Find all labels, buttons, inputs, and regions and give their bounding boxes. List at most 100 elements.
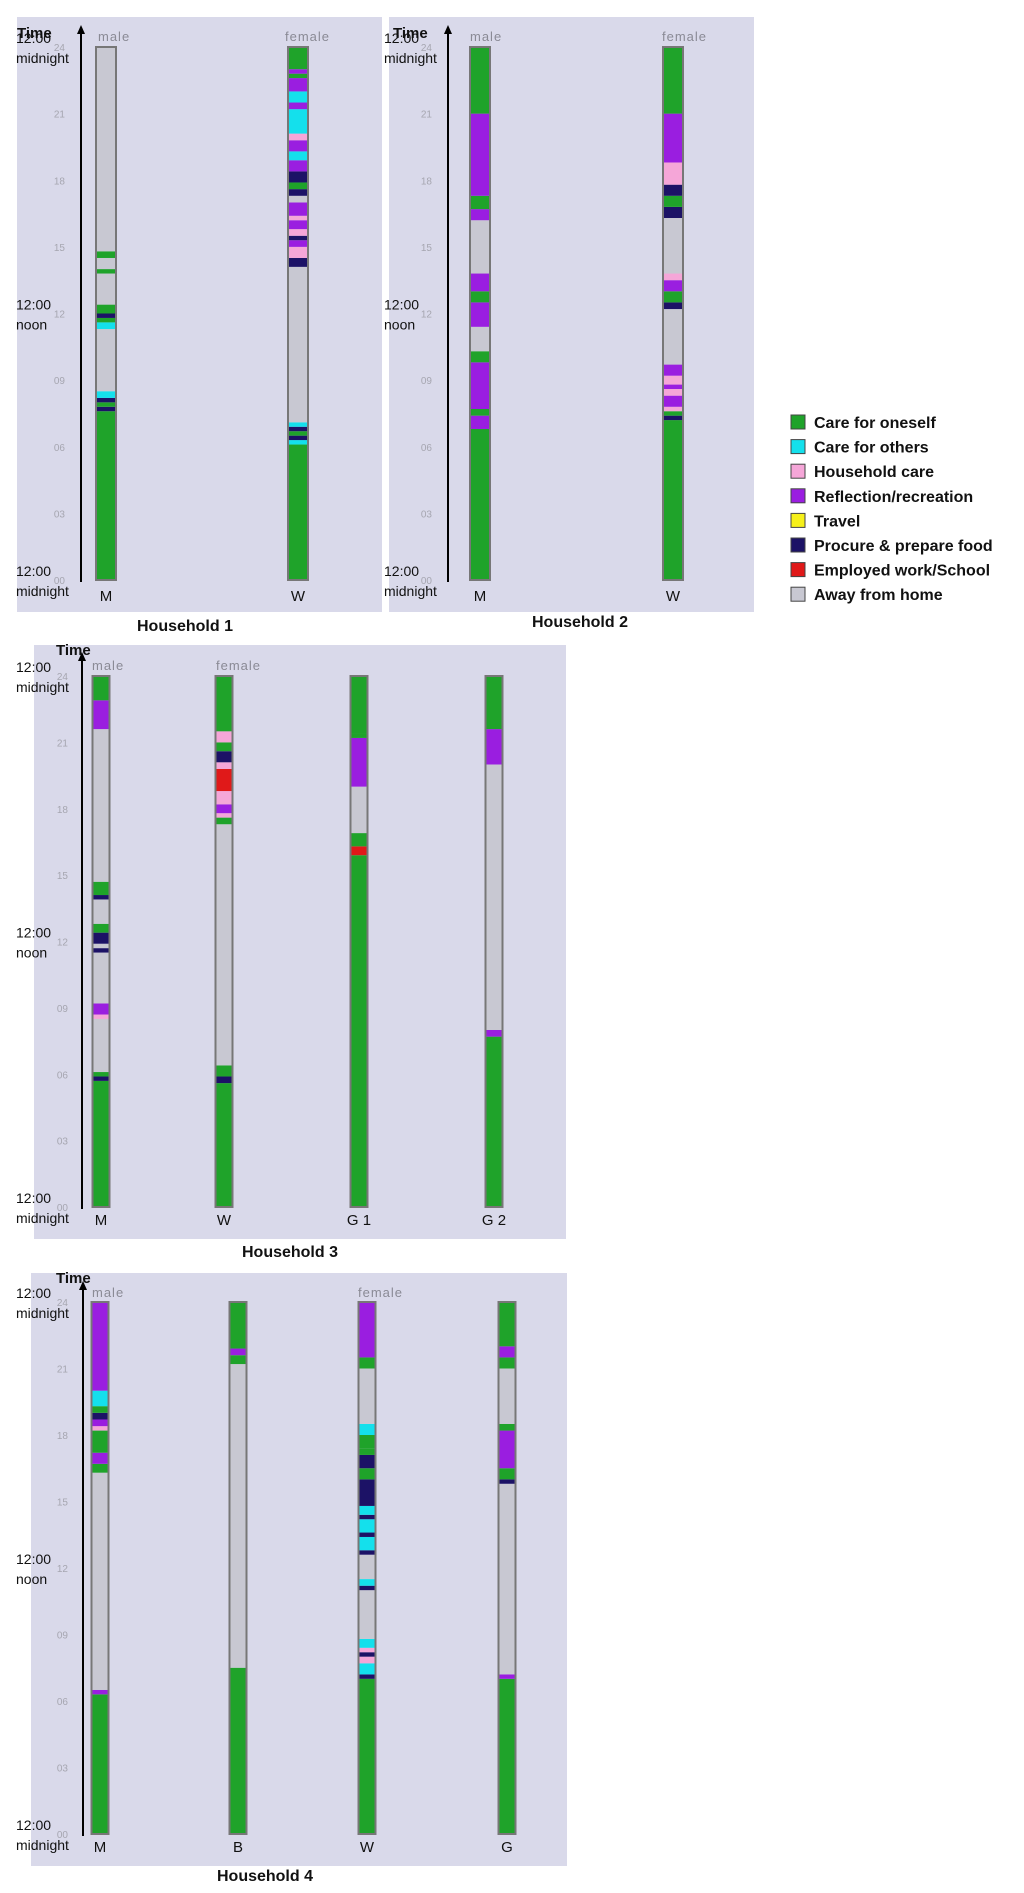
segment-care-self xyxy=(92,923,110,933)
time-reference-label: 12:00 xyxy=(16,30,51,46)
segment-care-self xyxy=(663,291,683,303)
member-bar-w xyxy=(287,46,309,581)
segment-recreation xyxy=(470,415,490,429)
tick-label: 03 xyxy=(421,509,433,520)
segment-care-self xyxy=(663,420,683,580)
segment-food xyxy=(663,206,683,219)
segment-away xyxy=(498,1483,516,1675)
tick-label: 12 xyxy=(421,310,433,321)
segment-care-self xyxy=(358,1448,376,1455)
segment-food xyxy=(358,1674,376,1679)
tick-label: 00 xyxy=(421,576,433,587)
segment-away xyxy=(92,729,110,882)
segment-care-self xyxy=(498,1423,516,1431)
segment-care-self xyxy=(288,431,308,436)
segment-care-self xyxy=(350,733,368,738)
segment-recreation xyxy=(470,362,490,409)
segment-care-self xyxy=(663,195,683,207)
segment-away xyxy=(358,1590,376,1639)
segment-care-others xyxy=(358,1505,376,1515)
time-axis-label: Time xyxy=(56,642,91,659)
segment-household xyxy=(215,813,233,818)
tick-label: 03 xyxy=(57,1137,69,1148)
segment-away xyxy=(92,952,110,1004)
segment-away xyxy=(470,220,490,274)
segment-care-self xyxy=(663,47,683,114)
tick-label: 00 xyxy=(54,576,66,587)
time-reference-label: noon xyxy=(16,1571,47,1587)
segment-care-others xyxy=(91,1390,109,1407)
segment-recreation xyxy=(288,69,308,74)
legend-swatch-travel xyxy=(790,512,806,528)
tick-label: 15 xyxy=(57,871,69,882)
time-reference-label: 12:00 xyxy=(16,297,51,313)
segment-recreation xyxy=(229,1348,247,1356)
bar-outline xyxy=(228,1301,248,1835)
member-label: M xyxy=(100,588,113,605)
tick-label: 21 xyxy=(57,738,69,749)
segment-recreation xyxy=(485,729,503,765)
segment-away xyxy=(96,47,116,252)
segment-care-self xyxy=(229,1302,247,1349)
segment-away xyxy=(663,218,683,274)
segment-food xyxy=(92,932,110,944)
segment-care-self xyxy=(663,411,683,416)
segment-recreation xyxy=(92,1003,110,1015)
segment-recreation xyxy=(663,113,683,163)
segment-care-self xyxy=(358,1357,376,1369)
segment-care-self xyxy=(498,1678,516,1834)
segment-care-self xyxy=(96,402,116,407)
segment-care-self xyxy=(485,676,503,730)
tick-label: 21 xyxy=(57,1365,69,1376)
segment-away xyxy=(92,943,110,949)
group-label-male: male xyxy=(92,1285,124,1300)
time-axis-arrow xyxy=(78,652,86,661)
legend-swatch-work xyxy=(790,562,806,578)
household-panel-1: Time00030609121518212412:00midnight12:00… xyxy=(16,17,382,635)
segment-recreation xyxy=(663,395,683,407)
tick-label: 24 xyxy=(57,1298,69,1309)
tick-label: 18 xyxy=(421,176,433,187)
segment-food xyxy=(96,406,116,412)
segment-recreation xyxy=(288,202,308,216)
segment-food xyxy=(96,313,116,318)
segment-household xyxy=(215,731,233,743)
segment-care-self xyxy=(288,73,308,79)
legend-label: Reflection/recreation xyxy=(814,489,973,506)
member-label: W xyxy=(360,1839,375,1856)
member-label: W xyxy=(666,588,681,605)
panel-background xyxy=(17,17,382,612)
time-axis-arrow xyxy=(444,25,452,34)
segment-food xyxy=(92,948,110,953)
segment-care-others xyxy=(96,322,116,330)
household-title: Household 1 xyxy=(137,618,233,635)
segment-household xyxy=(215,762,233,769)
segment-care-self xyxy=(470,351,490,363)
segment-food xyxy=(358,1652,376,1657)
tick-label: 09 xyxy=(54,376,66,387)
tick-label: 06 xyxy=(54,443,66,454)
time-reference-label: 12:00 xyxy=(384,30,419,46)
tick-label: 18 xyxy=(57,805,69,816)
member-label: B xyxy=(233,1839,243,1856)
segment-away xyxy=(91,1472,109,1690)
segment-care-self xyxy=(96,251,116,258)
segment-recreation xyxy=(288,160,308,172)
segment-away xyxy=(470,326,490,352)
segment-food xyxy=(288,235,308,241)
segment-food xyxy=(288,171,308,183)
segment-care-others xyxy=(288,109,308,134)
panel-background xyxy=(34,645,566,1239)
group-label-male: male xyxy=(92,658,124,673)
segment-care-others xyxy=(358,1579,376,1586)
member-label: G 2 xyxy=(482,1212,506,1229)
household-title: Household 2 xyxy=(532,614,628,631)
segment-away xyxy=(350,786,368,834)
segment-away xyxy=(358,1368,376,1424)
segment-household xyxy=(663,406,683,412)
segment-work xyxy=(350,846,368,856)
segment-away xyxy=(485,764,503,1030)
segment-household xyxy=(91,1426,109,1431)
segment-food xyxy=(358,1550,376,1555)
segment-food xyxy=(288,189,308,196)
